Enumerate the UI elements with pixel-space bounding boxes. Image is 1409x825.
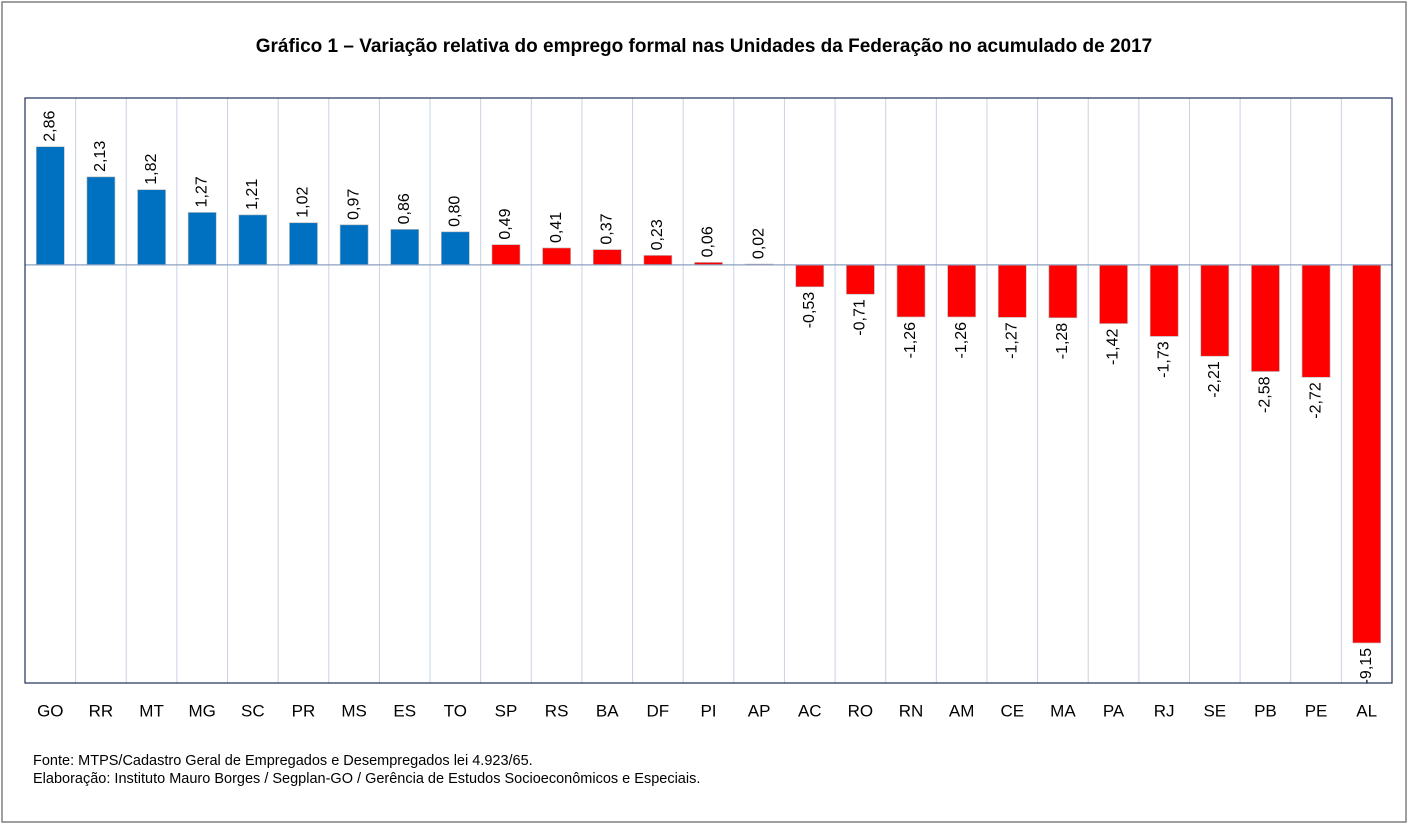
x-tick-label: BA (596, 701, 619, 720)
x-tick-label: TO (444, 701, 467, 720)
bar (1301, 264, 1331, 378)
value-label: -9,15 (1358, 648, 1375, 685)
bar (36, 146, 65, 266)
bar (137, 189, 166, 266)
x-tick-label: AM (949, 701, 975, 720)
x-tick-label: SE (1203, 701, 1226, 720)
bar (1200, 264, 1230, 357)
bar (1251, 264, 1280, 372)
x-tick-label: PB (1254, 701, 1277, 720)
value-label: 2,13 (92, 141, 109, 172)
bar (592, 249, 622, 266)
x-tick-label: PI (700, 701, 716, 720)
x-tick-label: ES (393, 701, 416, 720)
bar (491, 244, 521, 266)
value-label: -2,72 (1307, 382, 1324, 419)
value-label: -1,26 (953, 322, 970, 359)
bar (947, 264, 976, 318)
x-tick-label: AP (748, 701, 771, 720)
x-tick-label: PA (1103, 701, 1125, 720)
x-tick-label: RN (899, 701, 924, 720)
x-tick-label: CE (1000, 701, 1024, 720)
bar (643, 255, 673, 266)
bar (997, 264, 1027, 318)
x-tick-label: MG (189, 701, 216, 720)
x-tick-label: RO (848, 701, 874, 720)
value-label: 1,02 (295, 187, 312, 218)
value-label: 0,06 (700, 226, 717, 257)
value-label: 1,82 (143, 153, 160, 184)
value-label: 0,41 (548, 212, 565, 243)
source-note: Fonte: MTPS/Cadastro Geral de Empregados… (33, 753, 533, 769)
bar (441, 231, 470, 266)
x-tick-label: PR (292, 701, 316, 720)
bar (846, 264, 875, 295)
bar (1048, 264, 1078, 319)
x-tick-label: AC (798, 701, 822, 720)
x-tick-label: AL (1356, 701, 1377, 720)
bar (390, 229, 420, 266)
bar (187, 212, 217, 266)
x-tick-label: PE (1305, 701, 1328, 720)
value-label: 0,86 (396, 193, 413, 224)
bar (542, 247, 571, 266)
x-tick-label: RR (89, 701, 114, 720)
plot-frame (24, 97, 1393, 684)
value-label: 0,97 (345, 189, 362, 220)
bar (238, 214, 268, 266)
x-tick-label: MA (1050, 701, 1076, 720)
value-label: -0,53 (801, 292, 818, 329)
value-label: 1,21 (244, 179, 261, 210)
x-tick-label: GO (37, 701, 63, 720)
x-tick-label: SC (241, 701, 265, 720)
value-label: -1,27 (1003, 322, 1020, 359)
bar (339, 224, 369, 266)
value-label: 0,02 (750, 228, 767, 259)
value-label: 0,23 (649, 219, 666, 250)
value-label: -2,21 (1206, 361, 1223, 398)
value-label: 2,86 (42, 111, 59, 142)
bar (289, 222, 318, 266)
bar (795, 264, 825, 288)
bar (1099, 264, 1128, 324)
x-tick-label: RS (545, 701, 569, 720)
value-label: -2,58 (1257, 376, 1274, 413)
value-label: 1,27 (193, 176, 210, 207)
value-label: -1,42 (1105, 328, 1122, 365)
value-label: 0,49 (497, 208, 514, 239)
bar (896, 264, 926, 318)
value-label: -0,71 (852, 299, 869, 336)
x-tick-label: MS (341, 701, 367, 720)
value-label: -1,28 (1054, 323, 1071, 360)
x-tick-label: MT (139, 701, 164, 720)
bar (1149, 264, 1179, 337)
value-label: 0,37 (598, 213, 615, 244)
bar (86, 176, 116, 266)
x-tick-label: RJ (1154, 701, 1175, 720)
value-label: -1,73 (1155, 341, 1172, 378)
credit-note: Elaboração: Instituto Mauro Borges / Seg… (33, 771, 700, 787)
x-tick-label: SP (495, 701, 518, 720)
chart-title: Gráfico 1 – Variação relativa do emprego… (256, 36, 1153, 57)
value-label: -1,26 (902, 322, 919, 359)
bar (1352, 264, 1381, 644)
value-label: 0,80 (447, 196, 464, 227)
x-tick-label: DF (647, 701, 670, 720)
